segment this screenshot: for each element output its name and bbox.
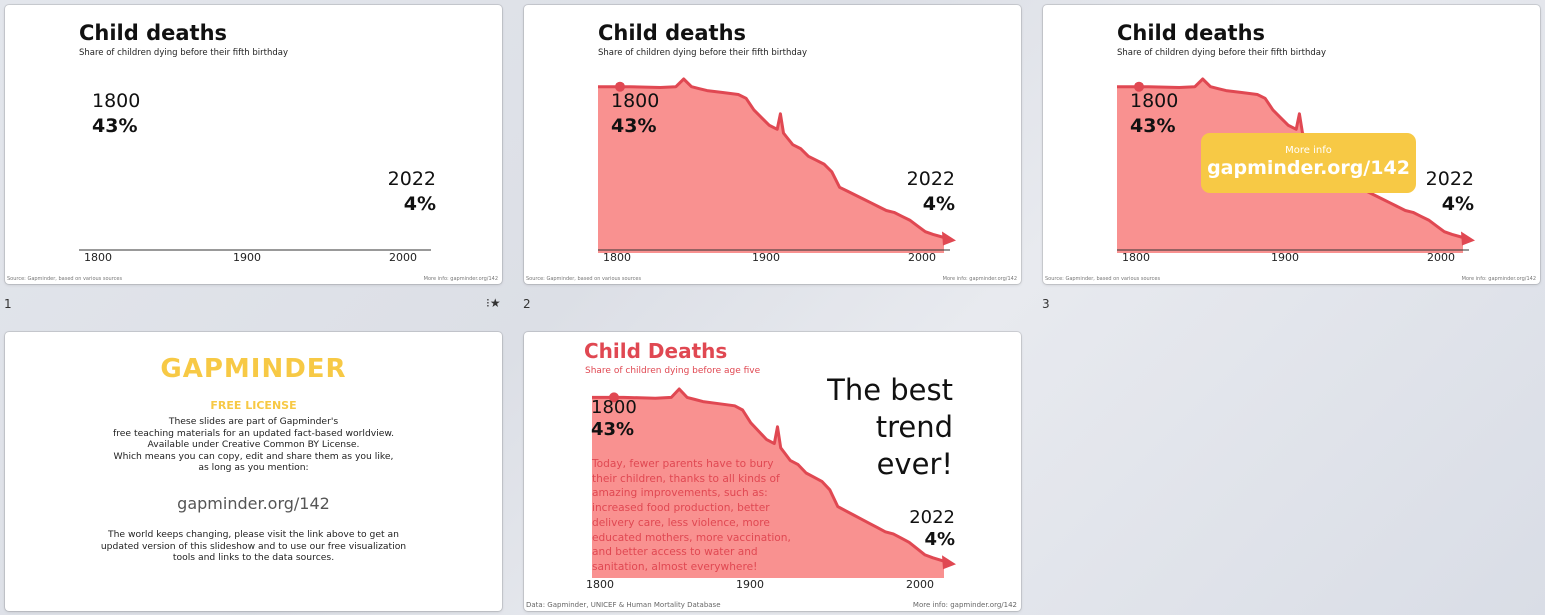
body-line: amazing improvements, such as:	[592, 487, 768, 500]
x-tick-label: 1900	[1271, 251, 1299, 264]
x-tick-label: 1800	[603, 251, 631, 264]
slide-number: 2	[523, 297, 531, 311]
slide-subtitle: Share of children dying before their fif…	[79, 48, 288, 58]
x-tick-label: 2000	[906, 578, 934, 591]
slide-number: 3	[1042, 297, 1050, 311]
x-tick-label: 1900	[233, 251, 261, 264]
body-line: increased food production, better	[592, 502, 770, 515]
x-tick-label: 2000	[389, 251, 417, 264]
closing-line: updated version of this slideshow and to…	[100, 540, 407, 552]
slide-title: Child Deaths	[584, 339, 728, 363]
body-line: their children, thanks to all kinds of	[592, 472, 780, 485]
callout-url: gapminder.org/142	[1207, 157, 1410, 179]
child-deaths-area	[592, 389, 944, 578]
headline: The best trend ever!	[827, 372, 953, 483]
end-pct-label: 4%	[922, 193, 955, 215]
slide-thumbnail-2[interactable]: Child deaths Share of children dying bef…	[524, 5, 1021, 284]
slide-title: Child deaths	[1117, 21, 1266, 45]
slide-thumbnail-3[interactable]: Child deaths Share of children dying bef…	[1043, 5, 1540, 284]
source-note: Source: Gapminder, based on various sour…	[1045, 276, 1161, 282]
slide-1-chart	[79, 249, 431, 251]
x-tick-label: 1900	[736, 578, 764, 591]
license-line: free teaching materials for an updated f…	[112, 427, 395, 439]
end-arrow	[942, 231, 956, 246]
closing-line: tools and links to the data sources.	[172, 552, 335, 563]
source-note: Source: Gapminder, based on various sour…	[7, 276, 123, 282]
body-line: sanitation, almost everywhere!	[592, 560, 758, 573]
end-pct-label: 4%	[924, 529, 955, 550]
more-info-note: More info: gapminder.org/142	[1461, 276, 1536, 282]
child-deaths-area	[598, 79, 944, 253]
start-year-label: 1800	[1130, 90, 1179, 112]
start-pct-label: 43%	[611, 115, 657, 137]
end-pct-label: 4%	[403, 193, 436, 215]
slide-title: Child deaths	[79, 21, 228, 45]
x-tick-label: 1800	[84, 251, 112, 264]
start-point	[609, 392, 619, 403]
slide-5-chart	[592, 387, 956, 578]
x-tick-label: 2000	[1427, 251, 1455, 264]
child-deaths-line	[598, 77, 945, 239]
x-tick-label: 1800	[586, 578, 614, 591]
start-pct-label: 43%	[591, 419, 635, 440]
end-year-label: 2022	[909, 507, 955, 528]
start-pct-label: 43%	[1130, 115, 1176, 137]
slide-2-chart	[598, 77, 956, 253]
source-note: Source: Gapminder, based on various sour…	[526, 276, 642, 282]
body-line: and better access to water and	[592, 546, 758, 559]
start-point	[1134, 81, 1144, 92]
license-line: Which means you can copy, edit and share…	[113, 450, 394, 462]
start-pct-label: 43%	[92, 115, 138, 137]
slide-thumbnail-4[interactable]: GAPMINDER FREE LICENSE These slides are …	[5, 332, 502, 611]
child-deaths-line	[592, 387, 945, 563]
closing-paragraph: The world keeps changing, please visit t…	[5, 529, 502, 564]
source-note: Data: Gapminder, UNICEF & Human Mortalit…	[526, 601, 721, 609]
body-line: delivery care, less violence, more	[592, 516, 770, 529]
callout-label: More info	[1285, 145, 1332, 156]
closing-line: The world keeps changing, please visit t…	[107, 529, 399, 540]
slide-subtitle: Share of children dying before their fif…	[598, 48, 807, 58]
more-info-note: More info: gapminder.org/142	[942, 276, 1017, 282]
headline-line: The best	[827, 373, 953, 407]
license-heading: FREE LICENSE	[210, 399, 297, 412]
body-line: educated mothers, more vaccination,	[592, 531, 791, 544]
more-info-note: More info: gapminder.org/142	[423, 276, 498, 282]
headline-line: trend	[875, 410, 953, 444]
slide-subtitle: Share of children dying before their fif…	[1117, 48, 1326, 58]
x-tick-label: 2000	[908, 251, 936, 264]
headline-line: ever!	[876, 447, 953, 481]
start-point	[615, 81, 625, 92]
start-year-label: 1800	[92, 90, 141, 112]
body-text: Today, fewer parents have to bury their …	[592, 457, 791, 575]
start-year-label: 1800	[591, 397, 637, 418]
slide-number: 1	[4, 297, 12, 311]
gapminder-logo: GAPMINDER	[160, 354, 347, 384]
slide-thumbnail-1[interactable]: Child deaths Share of children dying bef…	[5, 5, 502, 284]
more-info-callout[interactable]: More info gapminder.org/142	[1201, 133, 1416, 193]
end-arrow	[942, 555, 956, 570]
license-paragraph: These slides are part of Gapminder's fre…	[5, 416, 502, 474]
license-line: Available under Creative Common BY Licen…	[147, 439, 360, 450]
end-pct-label: 4%	[1441, 193, 1474, 215]
body-line: Today, fewer parents have to bury	[592, 458, 774, 470]
start-year-label: 1800	[611, 90, 660, 112]
x-tick-label: 1800	[1122, 251, 1150, 264]
x-tick-label: 1900	[752, 251, 780, 264]
license-line: as long as you mention:	[198, 462, 309, 473]
end-year-label: 2022	[906, 168, 955, 190]
slide-title: Child deaths	[598, 21, 747, 45]
end-year-label: 2022	[1425, 168, 1474, 190]
star-icon[interactable]: ⁝★	[486, 296, 501, 310]
end-year-label: 2022	[387, 168, 436, 190]
slide-subtitle: Share of children dying before age five	[585, 366, 761, 376]
license-url[interactable]: gapminder.org/142	[177, 494, 330, 513]
end-arrow	[1461, 231, 1475, 246]
more-info-note: More info: gapminder.org/142	[912, 601, 1017, 609]
license-line: These slides are part of Gapminder's	[168, 416, 339, 427]
slide-thumbnail-5[interactable]: Child Deaths Share of children dying bef…	[524, 332, 1021, 611]
